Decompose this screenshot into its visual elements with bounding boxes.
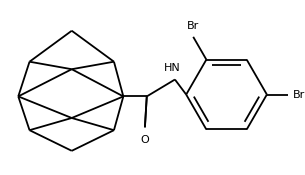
Text: HN: HN bbox=[164, 63, 181, 73]
Text: Br: Br bbox=[187, 21, 199, 31]
Text: Br: Br bbox=[293, 90, 305, 100]
Text: O: O bbox=[141, 135, 149, 145]
